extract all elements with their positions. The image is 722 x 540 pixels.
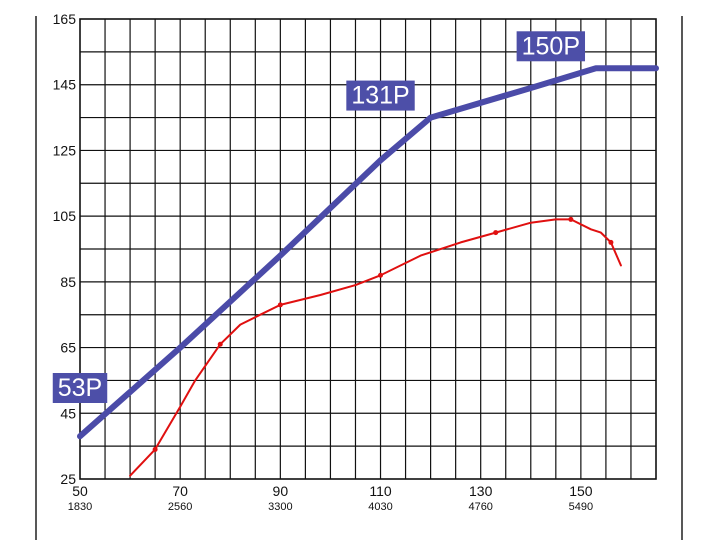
annotation-text: 131P [351,82,409,110]
annotation-label: 131P [346,80,415,111]
y-tick-label: 45 [60,405,76,421]
annotation-box [346,80,415,111]
x-tick-label: 90 [273,483,289,499]
x-tick-label: 70 [172,483,188,499]
x-tick-label: 50 [72,483,88,499]
x-secondary-tick-label: 4760 [468,501,492,513]
x-secondary-tick-label: 2560 [168,501,192,513]
tick-labels: 25 45 65 85 105 125 145 165 50 1830 70 2560 90 3300 11… [53,11,593,513]
x-tick-label: 130 [469,483,493,499]
series [77,65,659,477]
x-secondary-tick-label: 4030 [368,501,392,513]
annotation-box [516,31,586,62]
series-point-torque [568,216,574,222]
annotation-text: 53P [58,374,102,402]
series-point-torque [608,239,614,245]
y-tick-label: 25 [60,471,76,487]
series-line-power [77,65,659,440]
annotation-label: 150P [516,31,586,62]
series-point-torque [277,302,283,308]
annotation-text: 150P [522,32,580,60]
annotation-box [52,373,108,403]
y-tick-label: 85 [60,274,76,290]
y-tick-label: 65 [60,340,76,356]
x-secondary-tick-label: 5490 [569,501,593,513]
y-tick-label: 105 [53,208,77,224]
x-secondary-tick-label: 3300 [268,501,292,513]
y-tick-label: 125 [53,142,77,158]
annotation-label: 53P [52,373,108,403]
x-secondary-tick-label: 1830 [68,501,92,513]
y-tick-label: 165 [53,11,77,27]
plot-frame [79,18,657,480]
x-tick-label: 110 [369,483,392,499]
x-tick-label: 150 [569,483,593,499]
annotations: 53P 131P 150P [52,31,586,403]
y-tick-label: 145 [53,77,77,93]
series-point-torque [493,230,499,236]
series-point-torque [217,341,223,347]
series-point-torque [152,446,158,452]
axes [35,16,683,540]
series-point-torque [378,272,384,278]
